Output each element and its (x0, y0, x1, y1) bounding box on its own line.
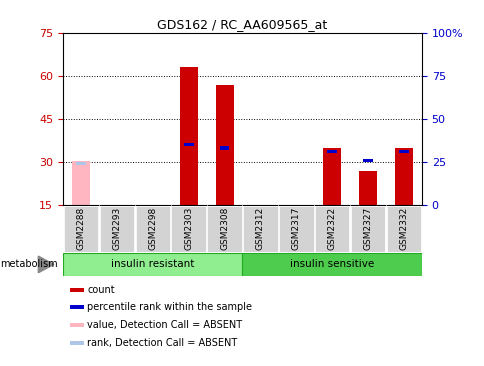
Bar (386, 206, 421, 251)
Text: GDS162 / RC_AA609565_at: GDS162 / RC_AA609565_at (157, 18, 327, 31)
Bar (394, 147, 412, 205)
Bar (183, 143, 193, 146)
Text: GSM2293: GSM2293 (112, 207, 121, 250)
Bar (314, 206, 349, 251)
Text: GSM2308: GSM2308 (220, 207, 228, 250)
Text: insulin sensitive: insulin sensitive (289, 259, 374, 269)
Text: GSM2317: GSM2317 (291, 207, 300, 250)
Bar (350, 206, 385, 251)
Bar (63, 206, 98, 251)
Bar (63, 253, 242, 276)
Text: rank, Detection Call = ABSENT: rank, Detection Call = ABSENT (87, 337, 237, 348)
Bar (179, 67, 197, 205)
Bar (70, 323, 84, 327)
Bar (207, 206, 242, 251)
Bar (242, 253, 421, 276)
Bar (70, 340, 84, 345)
Bar (72, 161, 90, 205)
Text: value, Detection Call = ABSENT: value, Detection Call = ABSENT (87, 320, 242, 330)
Text: GSM2303: GSM2303 (184, 207, 193, 250)
Bar (219, 146, 229, 150)
Text: metabolism: metabolism (0, 259, 58, 269)
Bar (171, 206, 206, 251)
Text: count: count (87, 285, 114, 295)
Text: insulin resistant: insulin resistant (111, 259, 194, 269)
Text: GSM2298: GSM2298 (148, 207, 157, 250)
Bar (135, 206, 170, 251)
Bar (76, 162, 86, 165)
Text: percentile rank within the sample: percentile rank within the sample (87, 302, 252, 313)
Text: GSM2327: GSM2327 (363, 207, 372, 250)
Text: GSM2332: GSM2332 (399, 207, 408, 250)
Bar (99, 206, 134, 251)
Text: GSM2322: GSM2322 (327, 207, 336, 250)
Bar (242, 206, 277, 251)
Bar (322, 147, 340, 205)
Bar (278, 206, 313, 251)
Polygon shape (38, 256, 54, 273)
Bar (363, 158, 372, 162)
Bar (70, 305, 84, 310)
Bar (215, 85, 233, 205)
Bar (398, 150, 408, 153)
Bar (358, 171, 376, 205)
Text: GSM2312: GSM2312 (256, 207, 264, 250)
Bar (70, 288, 84, 292)
Bar (327, 150, 336, 153)
Text: GSM2288: GSM2288 (76, 207, 85, 250)
